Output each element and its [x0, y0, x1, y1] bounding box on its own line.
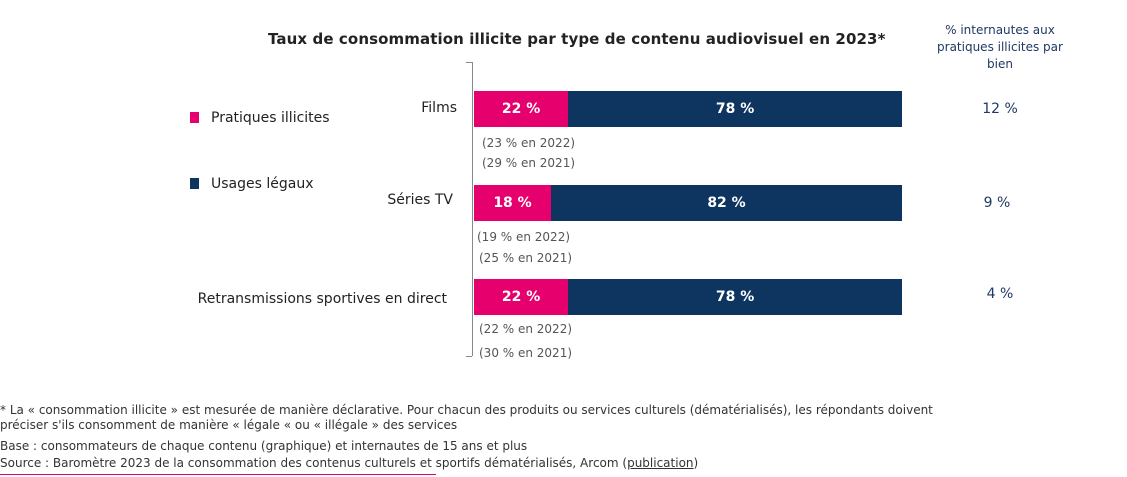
bar-segment-illicit-series: 18 % — [474, 185, 552, 221]
legend-swatch-legal — [190, 178, 199, 189]
legend-item-legal: Usages légaux — [190, 176, 314, 192]
axis-tick — [466, 62, 472, 63]
bar-row-series: 18 % 82 % — [474, 185, 902, 221]
history-note: (29 % en 2021) — [482, 156, 576, 170]
history-note: (30 % en 2021) — [479, 346, 573, 360]
bar-label-legal-series: 82 % — [707, 195, 746, 211]
footnote-line-2: préciser s'ils consomment de manière « l… — [0, 418, 458, 432]
bar-label-illicit-series: 18 % — [493, 195, 532, 211]
bar-label-illicit-sports: 22 % — [501, 289, 541, 305]
footnote-line-1: * La « consommation illicite » est mesur… — [0, 403, 933, 417]
category-label-films: Films — [421, 100, 457, 116]
category-label-sports: Retransmissions sportives en direct — [197, 291, 447, 307]
publication-link[interactable]: publication — [627, 456, 694, 470]
share-value-sports: 4 % — [986, 286, 1014, 302]
base-note: Base : consommateurs de chaque contenu (… — [0, 439, 528, 453]
bar-segment-illicit-sports: 22 % — [474, 279, 569, 315]
bar-label-legal-sports: 78 % — [715, 289, 755, 305]
bar-segment-legal-films: 78 % — [568, 91, 902, 127]
bar-label-illicit-films: 22 % — [501, 101, 541, 117]
source-note: Source : Baromètre 2023 de la consommati… — [0, 456, 698, 470]
legend-label-illicit: Pratiques illicites — [211, 110, 330, 126]
bar-segment-illicit-films: 22 % — [474, 91, 569, 127]
bar-segment-legal-series: 82 % — [551, 185, 902, 221]
bar-row-sports: 22 % 78 % — [474, 279, 902, 315]
share-value-films: 12 % — [982, 101, 1018, 117]
category-label-series: Séries TV — [387, 192, 453, 208]
bar-label-legal-films: 78 % — [715, 101, 755, 117]
source-suffix: ) — [693, 456, 699, 470]
side-column-header: % internautes aux pratiques illicites pa… — [937, 23, 1063, 71]
footer-divider — [0, 474, 436, 475]
history-note: (19 % en 2022) — [477, 230, 571, 244]
legend-item-illicit: Pratiques illicites — [190, 110, 330, 126]
y-axis-line — [472, 62, 473, 356]
axis-tick — [466, 356, 472, 357]
bar-row-films: 22 % 78 % — [474, 91, 902, 127]
history-note: (23 % en 2022) — [482, 136, 576, 150]
chart-title: Taux de consommation illicite par type d… — [268, 30, 886, 48]
history-note: (25 % en 2021) — [479, 251, 573, 265]
bar-segment-legal-sports: 78 % — [568, 279, 902, 315]
history-note: (22 % en 2022) — [479, 322, 573, 336]
source-text: Source : Baromètre 2023 de la consommati… — [0, 456, 628, 470]
legend-label-legal: Usages légaux — [211, 176, 314, 192]
legend-swatch-illicit — [190, 112, 199, 123]
share-value-series: 9 % — [983, 195, 1011, 211]
